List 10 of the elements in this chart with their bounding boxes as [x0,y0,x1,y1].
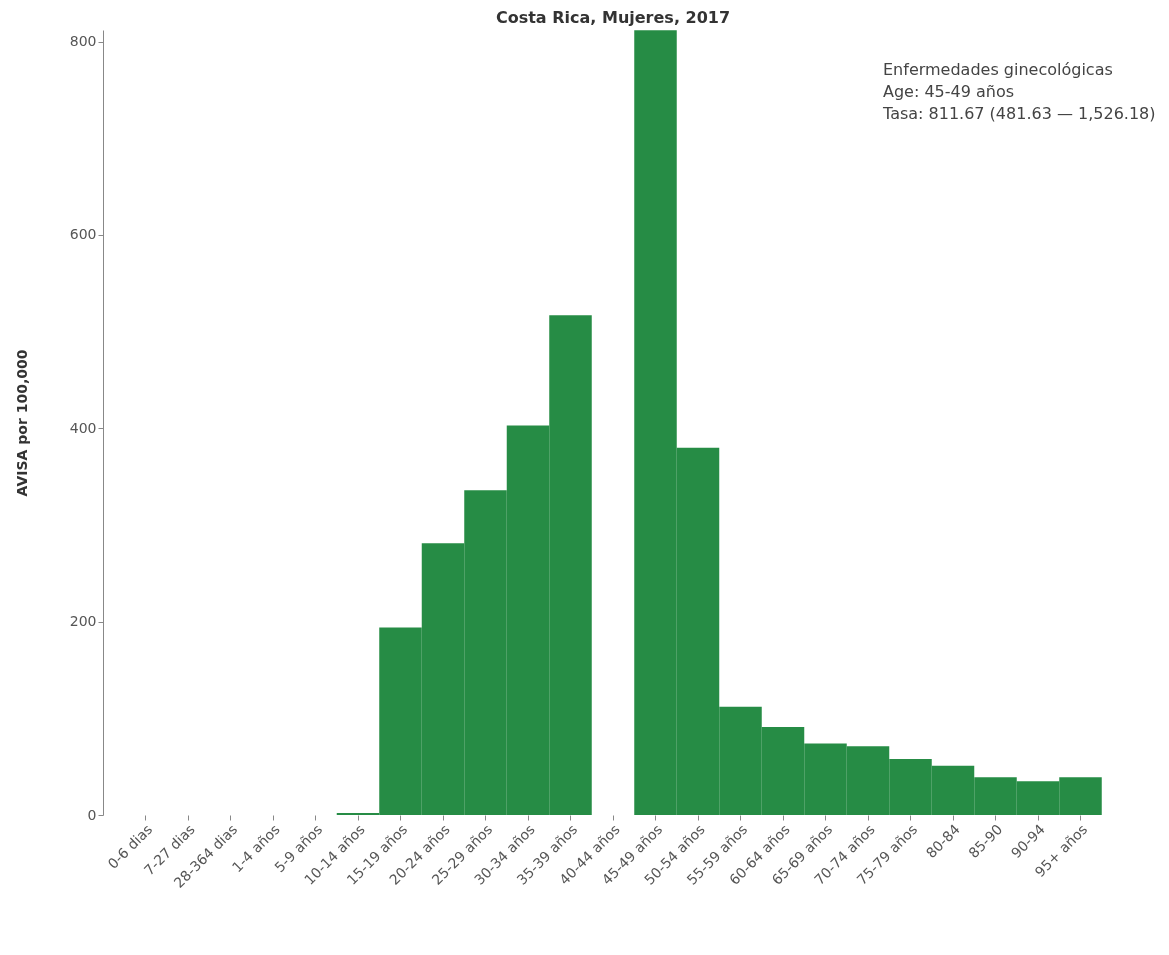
annotation: Tasa: 811.67 (481.63 — 1,526.18) [882,104,1156,123]
annotation: Age: 45-49 años [883,82,1015,101]
y-axis-title: AVISA por 100,000 [13,349,30,497]
y-tick-label: 0 [87,806,97,823]
chart-title: Costa Rica, Mujeres, 2017 [495,8,731,27]
y-tick-label: 600 [69,226,97,243]
y-tick-label: 200 [69,613,97,630]
annotation: Enfermedades ginecológicas [883,60,1113,79]
y-tick-label: 800 [69,33,97,50]
y-tick-label: 400 [69,419,97,436]
